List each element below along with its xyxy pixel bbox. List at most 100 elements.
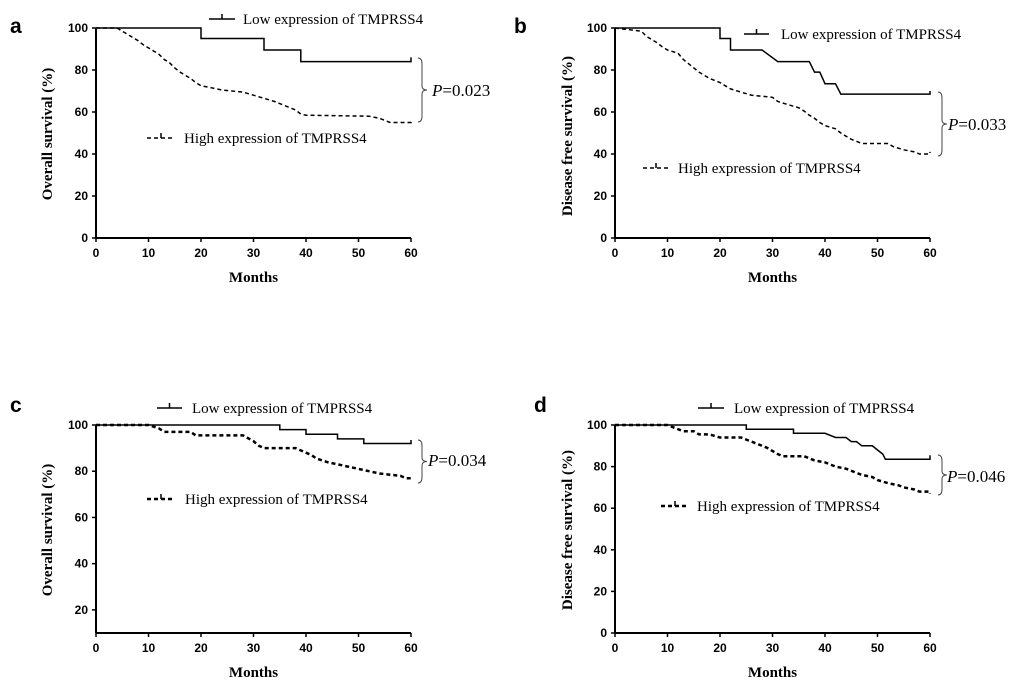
y-tick-label: 20 <box>75 603 89 617</box>
y-tick-label: 40 <box>75 147 89 161</box>
legend-label-low: Low expression of TMPRSS4 <box>781 27 962 43</box>
x-tick-label: 50 <box>871 641 885 655</box>
legend-low-expression: Low expression of TMPRSS4 <box>698 401 915 417</box>
legend-label-high: High expression of TMPRSS4 <box>184 131 367 147</box>
x-tick-label: 40 <box>299 246 313 260</box>
y-tick-label: 40 <box>594 147 608 161</box>
y-tick-label: 100 <box>587 21 607 35</box>
chart-panel-c: c 0 10 20 30 40 50 60 20 40 60 80 100 Months Overall s… <box>10 394 487 681</box>
p-value-annotation: P=0.034 <box>427 451 487 470</box>
p-value-number: =0.023 <box>442 81 490 100</box>
x-axis-title: Months <box>748 270 797 286</box>
p-value-number: =0.033 <box>958 115 1006 134</box>
p-value-symbol: P <box>431 81 442 100</box>
y-tick-label: 60 <box>75 105 89 119</box>
x-tick-label: 20 <box>194 641 208 655</box>
high-expression-curve <box>96 27 412 124</box>
legend-high-expression: High expression of TMPRSS4 <box>147 131 367 147</box>
y-axis-title: Overall survival (%) <box>40 68 56 200</box>
legend-label-low: Low expression of TMPRSS4 <box>192 401 373 417</box>
chart-panel-a: a 0 10 20 30 40 50 60 0 20 40 60 80 100 Months Overall … <box>10 12 490 286</box>
p-value-number: =0.034 <box>438 451 486 470</box>
x-tick-label: 50 <box>352 246 366 260</box>
x-tick-label: 10 <box>661 246 675 260</box>
comparison-brace <box>417 439 428 484</box>
panel-letter: d <box>534 394 547 417</box>
p-value-annotation: P=0.033 <box>947 115 1006 134</box>
y-axis-title: Disease free survival (%) <box>560 56 576 216</box>
x-tick-label: 0 <box>612 641 619 655</box>
legend-high-expression: High expression of TMPRSS4 <box>661 499 880 515</box>
chart-panel-d: d 0 10 20 30 40 50 60 0 20 40 60 80 100 Months Disease … <box>534 394 1005 681</box>
x-tick-label: 60 <box>923 246 937 260</box>
y-tick-label: 100 <box>68 418 88 432</box>
y-tick-label: 20 <box>75 189 89 203</box>
legend-label-low: Low expression of TMPRSS4 <box>734 401 915 417</box>
p-value-symbol: P <box>427 451 438 470</box>
x-tick-label: 20 <box>713 246 727 260</box>
legend-label-high: High expression of TMPRSS4 <box>185 492 368 508</box>
legend-label-high: High expression of TMPRSS4 <box>678 161 861 177</box>
high-expression-curve <box>614 27 931 155</box>
low-expression-curve <box>96 27 412 63</box>
legend-high-expression: High expression of TMPRSS4 <box>147 492 368 508</box>
y-tick-label: 100 <box>587 418 607 432</box>
legend-label-high: High expression of TMPRSS4 <box>697 499 880 515</box>
x-axis-title: Months <box>229 270 278 286</box>
y-tick-label: 40 <box>594 543 608 557</box>
y-axis-title: Disease free survival (%) <box>560 450 576 610</box>
x-tick-label: 30 <box>247 246 261 260</box>
legend-low-expression: Low expression of TMPRSS4 <box>744 27 962 43</box>
y-tick-label: 80 <box>594 460 608 474</box>
y-tick-label: 20 <box>594 189 608 203</box>
x-tick-label: 50 <box>352 641 366 655</box>
legend-low-expression: Low expression of TMPRSS4 <box>209 12 424 28</box>
x-tick-label: 60 <box>404 246 418 260</box>
y-axis-title: Overall survival (%) <box>40 464 56 596</box>
p-value-number: =0.046 <box>957 467 1005 486</box>
p-value-symbol: P <box>946 467 957 486</box>
low-expression-curve <box>615 424 931 461</box>
panel-letter: b <box>514 15 527 38</box>
y-tick-label: 60 <box>594 105 608 119</box>
panel-letter: c <box>10 394 22 417</box>
x-tick-label: 10 <box>661 641 675 655</box>
x-axis-title: Months <box>748 665 797 681</box>
y-tick-label: 20 <box>594 584 608 598</box>
y-tick-label: 60 <box>75 510 89 524</box>
p-value-annotation: P=0.046 <box>946 467 1005 486</box>
x-tick-label: 10 <box>142 246 156 260</box>
low-expression-curve <box>96 424 412 445</box>
y-tick-label: 0 <box>81 231 88 245</box>
y-tick-label: 60 <box>594 501 608 515</box>
x-tick-label: 20 <box>713 641 727 655</box>
x-tick-label: 60 <box>923 641 937 655</box>
x-tick-label: 40 <box>818 246 832 260</box>
y-tick-label: 80 <box>594 63 608 77</box>
x-tick-label: 40 <box>299 641 313 655</box>
p-value-annotation: P=0.023 <box>431 81 490 100</box>
x-tick-label: 60 <box>404 641 418 655</box>
comparison-brace <box>417 57 428 123</box>
x-axis-title: Months <box>229 665 278 681</box>
x-tick-label: 40 <box>818 641 832 655</box>
y-tick-label: 0 <box>600 231 607 245</box>
comparison-brace <box>937 91 948 157</box>
y-tick-label: 100 <box>68 21 88 35</box>
high-expression-curve <box>96 423 413 480</box>
x-tick-label: 30 <box>766 246 780 260</box>
legend-low-expression: Low expression of TMPRSS4 <box>157 401 373 417</box>
y-tick-label: 0 <box>600 626 607 640</box>
x-tick-label: 0 <box>93 246 100 260</box>
comparison-brace <box>937 454 948 496</box>
x-tick-label: 0 <box>612 246 619 260</box>
x-tick-label: 30 <box>247 641 261 655</box>
x-tick-label: 30 <box>766 641 780 655</box>
y-tick-label: 80 <box>75 464 89 478</box>
legend-label-low: Low expression of TMPRSS4 <box>243 12 424 28</box>
y-tick-label: 40 <box>75 557 89 571</box>
x-tick-label: 20 <box>194 246 208 260</box>
high-expression-curve <box>615 423 932 494</box>
panel-letter: a <box>10 15 22 38</box>
